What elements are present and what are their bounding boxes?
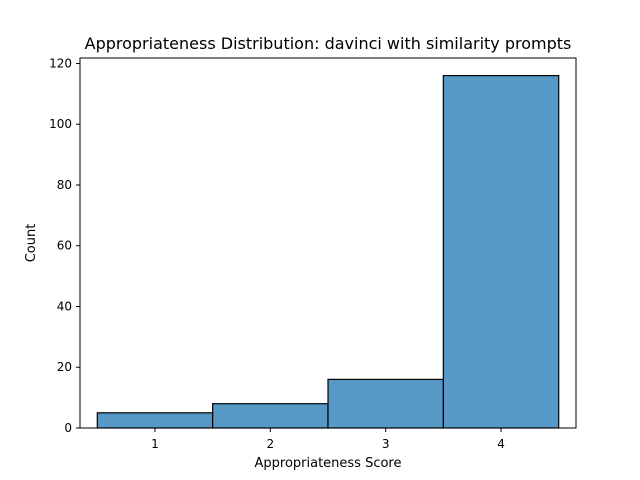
y-tick-label: 120 <box>49 56 72 70</box>
y-tick-label: 40 <box>57 299 72 313</box>
y-tick-label: 20 <box>57 360 72 374</box>
y-tick-label: 60 <box>57 239 72 253</box>
x-tick-label: 3 <box>382 437 390 451</box>
bar-score-4 <box>442 75 560 429</box>
bar-score-1 <box>96 412 214 429</box>
chart-title: Appropriateness Distribution: davinci wi… <box>85 34 572 53</box>
x-axis-label: Appropriateness Score <box>254 456 401 471</box>
x-tick-label: 1 <box>151 437 159 451</box>
y-tick-label: 100 <box>49 117 72 131</box>
y-axis-ticks: 0 20 40 60 80 100 120 <box>49 56 80 435</box>
y-tick-label: 80 <box>57 178 72 192</box>
bar-score-2 <box>212 403 329 429</box>
bars-group <box>96 75 560 429</box>
y-tick-label: 0 <box>64 421 72 435</box>
x-axis-ticks: 1 2 3 4 <box>151 428 505 451</box>
x-tick-label: 2 <box>267 437 275 451</box>
x-tick-label: 4 <box>497 437 505 451</box>
plot-frame <box>79 57 577 429</box>
y-axis-label: Count <box>24 224 39 263</box>
bar-score-3 <box>327 378 444 429</box>
